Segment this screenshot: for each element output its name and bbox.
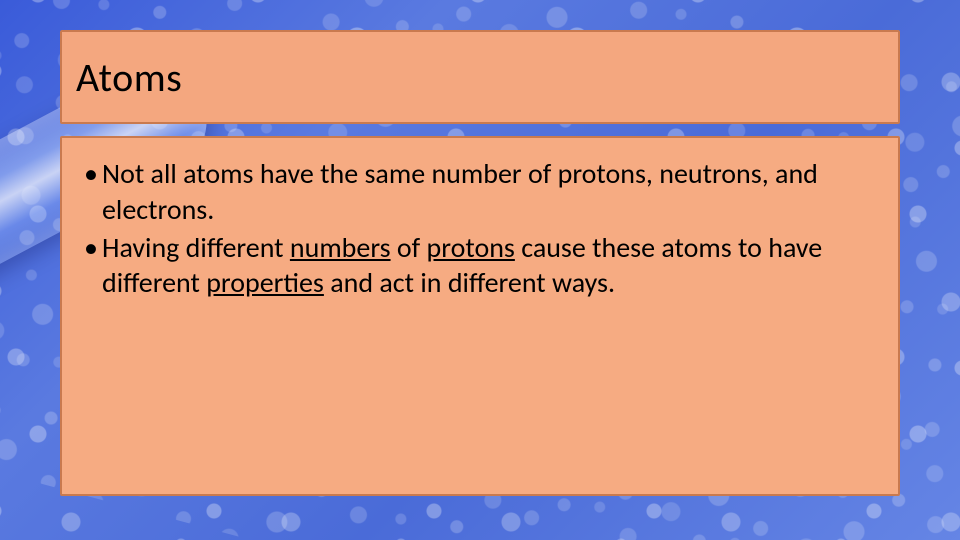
slide-title: Atoms bbox=[76, 53, 182, 102]
bullet-text-segment: Having different bbox=[102, 230, 290, 265]
body-card: Not all atoms have the same number of pr… bbox=[60, 136, 900, 496]
bullet-text-segment: protons bbox=[427, 230, 515, 265]
bullet-text-segment: Not all atoms have the same number of pr… bbox=[102, 156, 818, 227]
bullet-item: Not all atoms have the same number of pr… bbox=[84, 156, 878, 228]
bullet-text-segment: of bbox=[391, 230, 427, 265]
bullet-list: Not all atoms have the same number of pr… bbox=[84, 156, 878, 301]
bullet-text-segment: properties bbox=[206, 265, 324, 300]
title-card: Atoms bbox=[60, 30, 900, 124]
bullet-item: Having different numbers of protons caus… bbox=[84, 230, 878, 302]
bullet-text-segment: numbers bbox=[290, 230, 391, 265]
bullet-text-segment: and act in different ways. bbox=[324, 265, 615, 300]
